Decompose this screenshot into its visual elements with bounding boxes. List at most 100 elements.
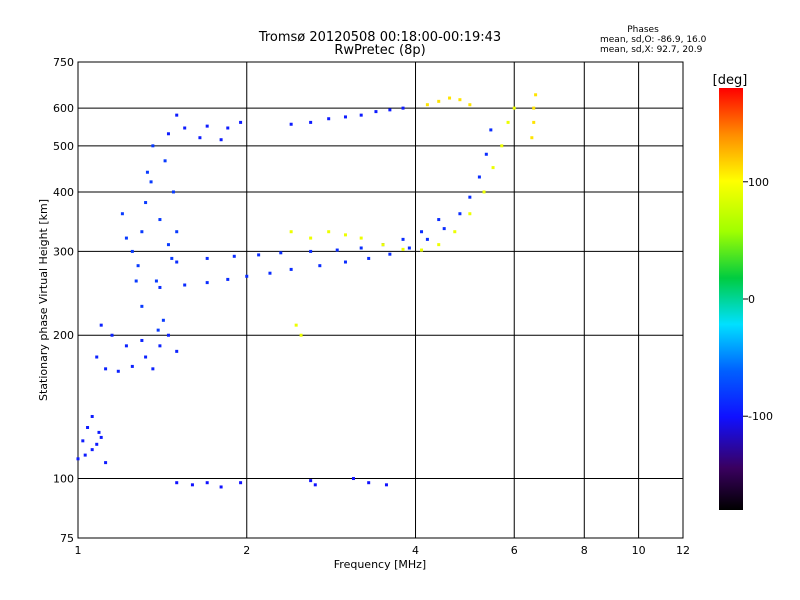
scatter-point bbox=[170, 256, 174, 260]
y-tick-label: 200 bbox=[53, 329, 74, 342]
scatter-point bbox=[190, 483, 194, 487]
y-tick-label: 500 bbox=[53, 140, 74, 153]
scatter-point bbox=[140, 304, 144, 308]
scatter-point bbox=[437, 243, 441, 247]
scatter-point bbox=[183, 126, 187, 130]
scatter-point bbox=[95, 355, 99, 359]
colorbar-ticks: 100 0 -100 bbox=[743, 176, 773, 423]
scatter-point bbox=[491, 166, 495, 170]
scatter-point bbox=[130, 249, 134, 253]
x-tick-label: 2 bbox=[243, 544, 250, 557]
scatter-point bbox=[384, 483, 388, 487]
scatter-point bbox=[351, 477, 355, 481]
scatter-point bbox=[343, 233, 347, 237]
scatter-point bbox=[407, 246, 411, 250]
scatter-point bbox=[458, 98, 462, 102]
scatter-point bbox=[500, 144, 504, 148]
scatter-point bbox=[420, 248, 424, 252]
y-axis-label: Stationary phase Virtual Height [km] bbox=[37, 199, 50, 401]
scatter-point bbox=[175, 230, 179, 234]
phases-o-stats: mean, sd,O: -86.9, 16.0 bbox=[600, 35, 707, 45]
phases-title: Phases bbox=[627, 25, 659, 35]
scatter-point bbox=[239, 120, 243, 124]
scatter-point bbox=[124, 344, 128, 348]
scatter-point bbox=[154, 279, 158, 283]
scatter-point bbox=[294, 323, 298, 327]
colorbar-tick-label: -100 bbox=[748, 410, 773, 423]
scatter-point bbox=[104, 461, 108, 465]
y-tick-label: 750 bbox=[53, 56, 74, 69]
scatter-point bbox=[219, 485, 223, 489]
scatter-point bbox=[468, 212, 472, 216]
scatter-point bbox=[279, 251, 283, 255]
scatter-point bbox=[343, 115, 347, 119]
scatter-point bbox=[313, 483, 317, 487]
scatter-point bbox=[425, 237, 429, 241]
scatter-point bbox=[374, 110, 378, 114]
scatter-point bbox=[453, 230, 457, 234]
scatter-point bbox=[359, 246, 363, 250]
scatter-point bbox=[183, 283, 187, 287]
scatter-point bbox=[388, 252, 392, 256]
scatter-point bbox=[226, 126, 230, 130]
scatter-point bbox=[134, 279, 138, 283]
scatter-point bbox=[130, 364, 134, 368]
header: Tromsø 20120508 00:18:00-00:19:43 RwPret… bbox=[258, 25, 707, 58]
scatter-point bbox=[468, 103, 472, 107]
scatter-point bbox=[232, 254, 236, 258]
scatter-point bbox=[158, 218, 162, 222]
grid-lines bbox=[78, 62, 683, 538]
scatter-point bbox=[309, 236, 313, 240]
scatter-point bbox=[81, 439, 85, 443]
scatter-point bbox=[309, 479, 313, 483]
colorbar-tick-label: 100 bbox=[748, 176, 769, 189]
x-tick-label: 12 bbox=[676, 544, 690, 557]
scatter-point bbox=[175, 349, 179, 353]
scatter-point bbox=[343, 260, 347, 264]
scatter-point bbox=[289, 122, 293, 126]
scatter-point bbox=[151, 144, 155, 148]
scatter-point bbox=[534, 93, 538, 97]
scatter-point bbox=[257, 253, 261, 257]
scatter-point bbox=[166, 243, 170, 247]
plot-frame bbox=[77, 61, 684, 539]
scatter-point bbox=[110, 333, 114, 337]
scatter-point bbox=[489, 128, 493, 132]
scatter-point bbox=[299, 333, 303, 337]
scatter-point bbox=[367, 256, 371, 260]
x-tick-label: 4 bbox=[412, 544, 419, 557]
colorbar-gradient bbox=[719, 88, 743, 510]
scatter-point bbox=[83, 453, 87, 457]
scatter-point bbox=[437, 99, 441, 103]
colorbar-label: [deg] bbox=[713, 73, 748, 88]
scatter-point bbox=[401, 237, 405, 241]
scatter-point bbox=[140, 338, 144, 342]
scatter-point bbox=[163, 159, 167, 163]
scatter-point bbox=[86, 425, 90, 429]
scatter-point bbox=[166, 132, 170, 136]
scatter-point bbox=[401, 247, 405, 251]
scatter-point bbox=[309, 249, 313, 253]
scatter-points bbox=[76, 93, 538, 489]
scatter-point bbox=[99, 323, 103, 327]
scatter-point bbox=[161, 318, 165, 322]
scatter-point bbox=[90, 414, 94, 418]
scatter-point bbox=[205, 124, 209, 128]
scatter-point bbox=[104, 367, 108, 371]
y-tick-label: 600 bbox=[53, 102, 74, 115]
scatter-point bbox=[158, 344, 162, 348]
scatter-point bbox=[484, 152, 488, 156]
scatter-point bbox=[482, 190, 486, 194]
scatter-point bbox=[437, 218, 441, 222]
scatter-point bbox=[99, 435, 103, 439]
scatter-point bbox=[318, 264, 322, 268]
scatter-point bbox=[442, 227, 446, 231]
scatter-point bbox=[205, 481, 209, 485]
chart-title-line2: RwPretec (8p) bbox=[334, 43, 425, 58]
scatter-point bbox=[425, 103, 429, 107]
y-tick-label: 75 bbox=[60, 532, 74, 545]
y-tick-label: 100 bbox=[53, 473, 74, 486]
